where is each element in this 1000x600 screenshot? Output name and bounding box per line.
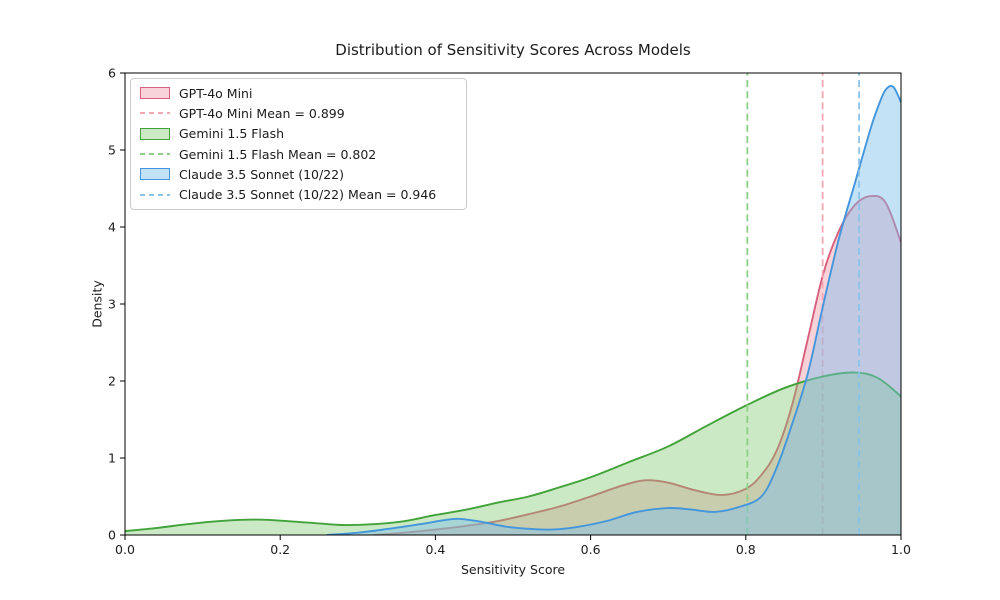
y-tick-label: 4 xyxy=(108,219,116,234)
legend-dashed-line-swatch xyxy=(140,193,170,196)
x-tick-label: 1.0 xyxy=(891,542,911,557)
legend-item: Claude 3.5 Sonnet (10/22) xyxy=(140,164,456,184)
legend-item: Gemini 1.5 Flash Mean = 0.802 xyxy=(140,144,456,164)
legend: GPT-4o Mini GPT-4o Mini Mean = 0.899 Gemin… xyxy=(130,78,467,210)
legend-item-label: Claude 3.5 Sonnet (10/22) Mean = 0.946 xyxy=(179,187,437,203)
x-tick-label: 0.6 xyxy=(581,542,601,557)
x-tick-label: 0.4 xyxy=(425,542,445,557)
kde-line-gemini-1-5-flash xyxy=(125,371,901,533)
legend-patch-swatch xyxy=(140,127,170,140)
legend-item-label: GPT-4o Mini Mean = 0.899 xyxy=(179,105,345,121)
y-tick-label: 0 xyxy=(108,527,116,542)
x-tick-label: 0.2 xyxy=(270,542,290,557)
kde-fill-gpt-4o-mini xyxy=(373,195,901,535)
y-tick-label: 5 xyxy=(108,142,116,157)
x-axis-label: Sensitivity Score xyxy=(460,562,566,577)
y-tick-label: 3 xyxy=(108,296,116,311)
y-tick-label: 1 xyxy=(108,450,116,465)
chart-title: Distribution of Sensitivity Scores Acros… xyxy=(335,41,691,59)
legend-item-label: GPT-4o Mini xyxy=(179,85,253,101)
legend-item: Gemini 1.5 Flash xyxy=(140,124,456,144)
kde-fill-gemini-1-5-flash xyxy=(125,372,901,535)
legend-item: GPT-4o Mini Mean = 0.899 xyxy=(140,103,456,123)
legend-item: Claude 3.5 Sonnet (10/22) Mean = 0.946 xyxy=(140,184,456,204)
y-tick-label: 6 xyxy=(108,65,116,80)
legend-item-label: Gemini 1.5 Flash xyxy=(179,126,285,142)
legend-item-label: Gemini 1.5 Flash Mean = 0.802 xyxy=(179,146,377,162)
y-axis-label: Density xyxy=(89,280,105,328)
legend-patch-swatch xyxy=(140,87,170,100)
kde-line-gpt-4o-mini xyxy=(373,194,901,535)
legend-dashed-line-swatch xyxy=(140,112,170,115)
x-tick-label: 0.0 xyxy=(115,542,135,557)
legend-item: GPT-4o Mini xyxy=(140,83,456,103)
legend-patch-swatch xyxy=(140,168,170,181)
kde-fill-claude-3-5-sonnet-10-22 xyxy=(326,85,901,535)
y-tick-label: 2 xyxy=(108,373,116,388)
legend-item-label: Claude 3.5 Sonnet (10/22) xyxy=(179,166,345,182)
legend-dashed-line-swatch xyxy=(140,153,170,156)
x-tick-label: 0.8 xyxy=(736,542,756,557)
